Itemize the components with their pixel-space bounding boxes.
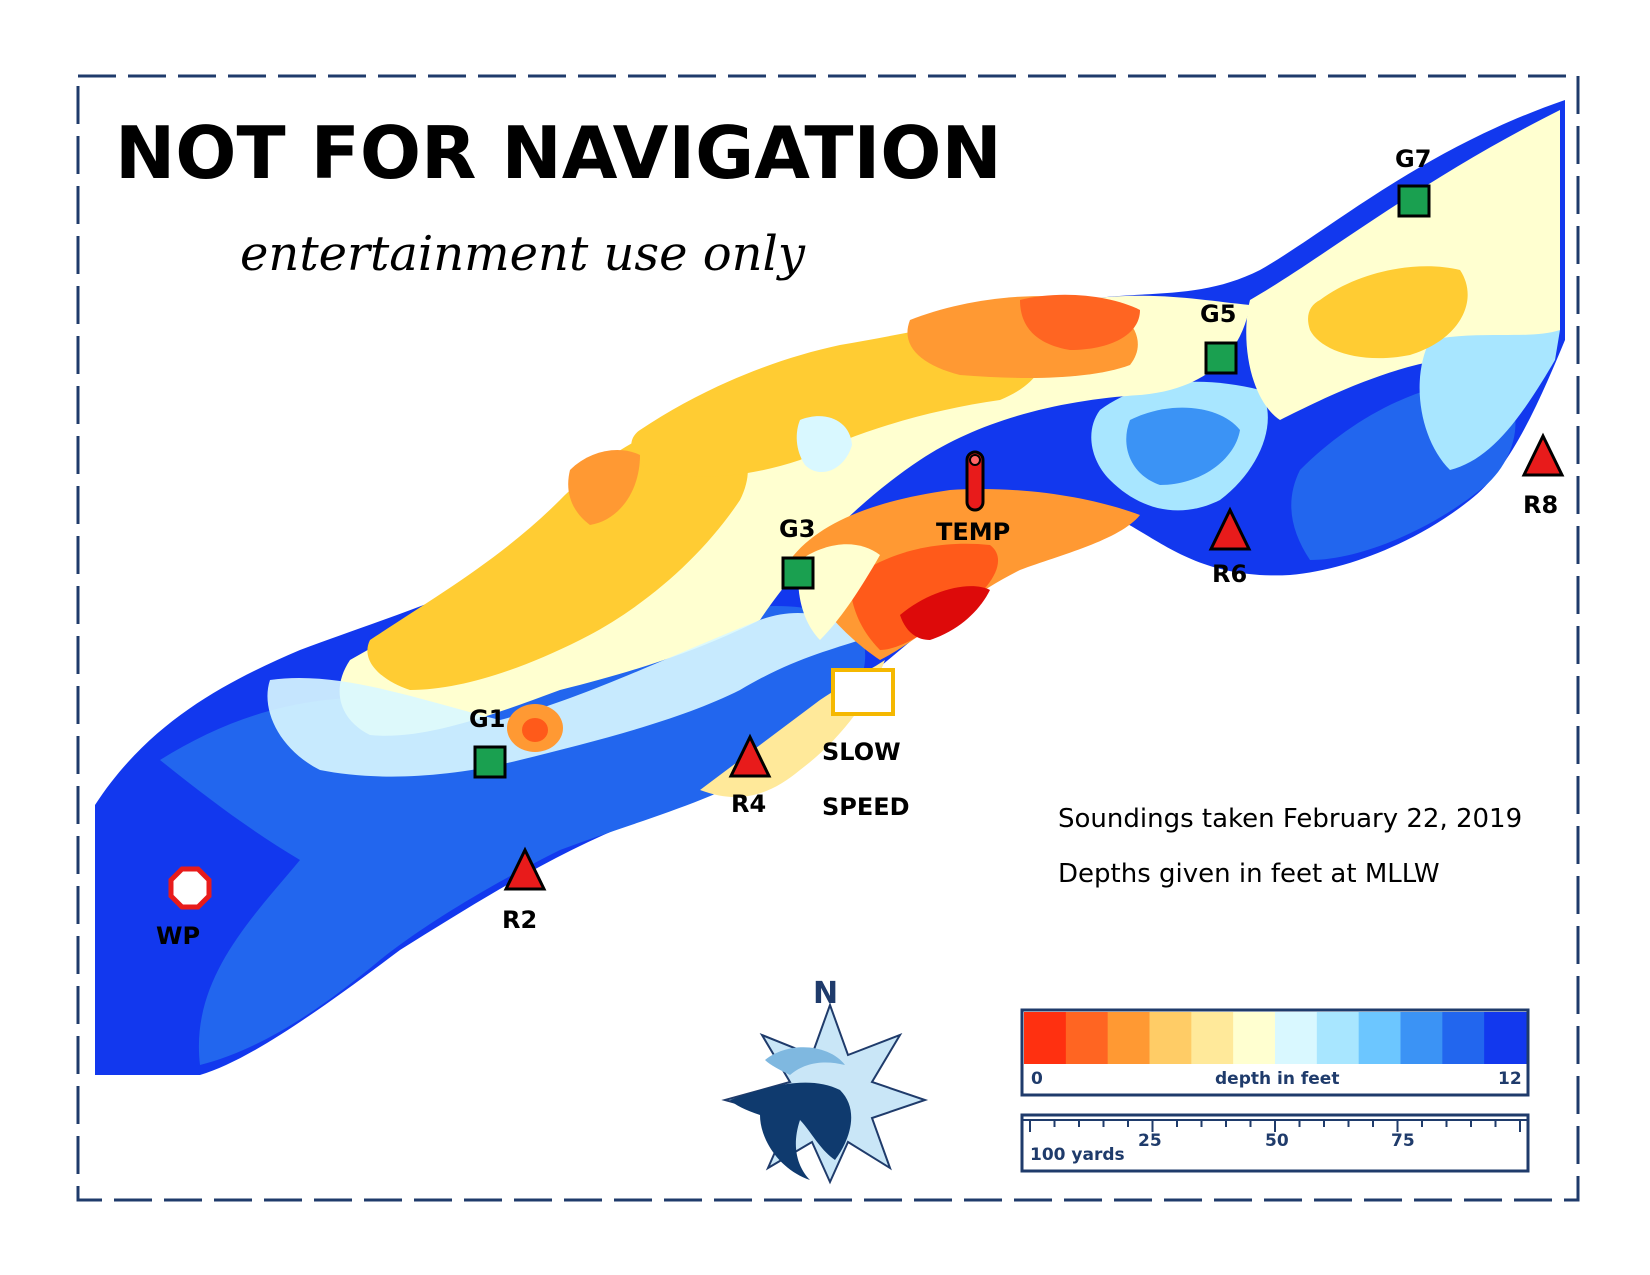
waypoint-octagon-icon	[168, 866, 212, 910]
shoal-gold-east	[1308, 266, 1468, 359]
legend-min-label: 0	[1031, 1069, 1043, 1089]
scale-unit-label: 100 yards	[1030, 1145, 1125, 1165]
marker-r6[interactable]: R6	[1208, 506, 1252, 588]
marker-r4[interactable]: R4	[728, 733, 772, 818]
marker-label-temp: TEMP	[936, 518, 1010, 546]
legend-max-label: 12	[1498, 1069, 1522, 1089]
marker-g5[interactable]: G5	[1200, 300, 1238, 375]
marker-r8[interactable]: R8	[1521, 432, 1565, 519]
marker-wp[interactable]: WP	[156, 866, 212, 950]
green-marker-icon	[1397, 184, 1431, 218]
scale-bar: 100 yards 25 50 75	[1020, 1113, 1530, 1173]
scale-tick-25: 25	[1138, 1131, 1162, 1151]
marker-label-wp: WP	[156, 922, 200, 950]
legend-swatch	[1316, 1012, 1360, 1064]
shoal-deep-orange-north	[1020, 294, 1140, 350]
red-marker-icon	[1208, 506, 1252, 551]
bathymetry-contours	[95, 100, 1565, 1075]
slow-speed-label-speed: SPEED	[822, 793, 910, 821]
knoll-red	[522, 718, 548, 742]
legend-color-swatches	[1024, 1012, 1527, 1064]
marker-label-r6: R6	[1212, 560, 1247, 588]
legend-swatch	[1065, 1012, 1109, 1064]
marker-g1[interactable]: G1	[469, 705, 507, 779]
marker-temp[interactable]: TEMP	[936, 450, 1010, 546]
green-marker-icon	[781, 556, 815, 590]
temp-buoy-icon	[965, 450, 985, 512]
temp-buoy-cap-icon	[969, 454, 981, 466]
marker-r2[interactable]: R2	[502, 846, 547, 934]
marker-label-r8: R8	[1523, 491, 1558, 519]
compass-rose: N	[721, 976, 929, 1185]
legend-swatch	[1442, 1012, 1485, 1064]
marker-label-g5: G5	[1200, 300, 1236, 328]
channel-light-blue-east	[1419, 330, 1560, 470]
marker-label-g1: G1	[469, 705, 505, 733]
channel-blue-pocket	[1126, 407, 1240, 485]
legend-swatch	[1233, 1012, 1276, 1064]
slow-speed-label-slow: SLOW	[822, 738, 901, 766]
legend-swatch	[1191, 1012, 1234, 1064]
map-subtitle: entertainment use only	[240, 226, 806, 282]
marker-g3[interactable]: G3	[779, 515, 815, 590]
red-marker-icon	[503, 846, 547, 891]
scale-tick-75: 75	[1391, 1131, 1415, 1151]
marker-label-g3: G3	[779, 515, 815, 543]
legend-swatch	[1024, 1012, 1067, 1064]
compass-north-label: N	[813, 976, 838, 1011]
legend-swatch	[1484, 1012, 1527, 1064]
shoal-red-orange-central	[850, 543, 999, 650]
marker-label-r4: R4	[731, 790, 766, 818]
green-marker-icon	[473, 745, 507, 779]
legend-swatch	[1275, 1012, 1318, 1064]
red-marker-icon	[1521, 432, 1565, 477]
legend-title: depth in feet	[1215, 1069, 1339, 1089]
depth-legend: 0 depth in feet 12	[1020, 1008, 1530, 1097]
compass-shark-icon	[730, 1082, 852, 1180]
slow-speed-sign-icon	[831, 668, 895, 716]
marker-label-g7: G7	[1395, 145, 1431, 173]
legend-swatch	[1107, 1012, 1150, 1064]
green-marker-icon	[1204, 341, 1238, 375]
marker-slow-speed[interactable]: SLOW SPEED	[822, 668, 910, 821]
scale-tick-50: 50	[1265, 1131, 1289, 1151]
legend-swatch	[1358, 1012, 1401, 1064]
shoal-pale-center	[798, 544, 880, 640]
red-marker-icon	[728, 733, 772, 778]
shoal-edge-light-blue	[267, 612, 860, 777]
shoal-gold-west	[367, 420, 748, 690]
soundings-note: Soundings taken February 22, 2019	[1058, 804, 1522, 834]
marker-label-r2: R2	[502, 906, 537, 934]
legend-swatch	[1149, 1012, 1192, 1064]
shoal-light-blue-pocket	[796, 416, 852, 473]
scale-ticks	[1029, 1120, 1521, 1132]
compass-wave-icon	[765, 1047, 845, 1075]
legend-swatch	[1400, 1012, 1443, 1064]
map-title: NOT FOR NAVIGATION	[115, 111, 1002, 195]
marker-g7[interactable]: G7	[1395, 145, 1431, 218]
depths-note: Depths given in feet at MLLW	[1058, 859, 1440, 889]
map-frame	[76, 74, 1580, 1202]
shoal-orange-west	[568, 450, 640, 525]
shoal-red-core	[900, 586, 990, 640]
